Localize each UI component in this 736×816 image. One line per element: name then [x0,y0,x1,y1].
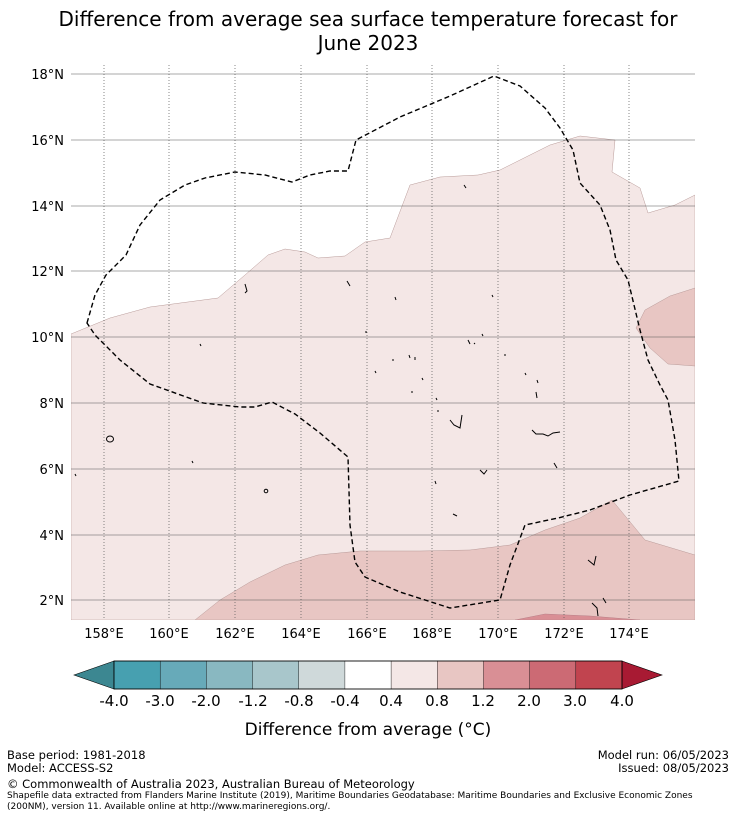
colorbar-cell [390,660,438,690]
source-line-1: Shapefile data extracted from Flanders M… [7,791,693,801]
lon-label: 170°E [478,627,518,642]
lon-label: 160°E [149,627,189,642]
lat-label: 10°N [31,331,64,346]
island [452,513,458,517]
colorbar-cell [159,660,207,690]
source-credit: Shapefile data extracted from Flanders M… [7,791,693,812]
colorbar-tick-label: 1.2 [471,692,495,710]
colorbar-cell [344,660,392,690]
lon-label: 166°E [347,627,387,642]
chart-title-line1: Difference from average sea surface temp… [58,7,678,31]
lon-label: 172°E [544,627,584,642]
colorbar-tick-label: -0.8 [284,692,313,710]
lat-label: 12°N [31,265,64,280]
lon-label: 174°E [609,627,649,642]
colorbar-tick-label: 2.0 [517,692,541,710]
island [591,597,607,617]
island [435,397,439,412]
island [408,354,424,381]
chart-title-line2: June 2023 [317,31,419,55]
lon-label: 158°E [84,627,124,642]
model-name: Model: ACCESS-S2 [7,761,114,775]
island [479,469,488,475]
island [587,555,597,566]
colorbar-label: Difference from average (°C) [245,720,492,740]
colorbar-under-arrow [73,660,115,690]
island [106,435,114,443]
latitude-gridlines [71,73,695,601]
base-period: Base period: 1981-2018 [7,748,146,762]
colorbar-tick-labels: -4.0 -3.0 -2.0 -1.2 -0.8 -0.4 0.4 0.8 1.… [99,692,634,710]
anomaly-field [71,135,695,620]
chart-title: Difference from average sea surface temp… [0,7,736,55]
eez-boundary [86,75,680,609]
colorbar-cell [575,660,623,690]
island [535,379,539,399]
model-run: Model run: 06/05/2023 [597,748,729,762]
colorbar-tick-label: 3.0 [563,692,587,710]
anomaly-region-1.2-2.0 [514,613,641,620]
footer-left: Base period: 1981-2018 Model: ACCESS-S2 [7,749,146,775]
source-line-2: (200NM), version 11. Available online at… [7,801,331,812]
colorbar-frame [113,660,623,690]
lon-label: 162°E [215,627,255,642]
colorbar-tick-label: -3.0 [145,692,174,710]
lon-label: 168°E [412,627,452,642]
anomaly-region-0.8-1.2-south [194,499,695,620]
colorbar-tick-label: 0.4 [379,692,403,710]
island [346,280,351,287]
lat-label: 6°N [40,463,65,478]
island [434,480,437,485]
colorbar-cell [529,660,577,690]
lat-label: 14°N [31,200,64,215]
colorbar-tick-label: -4.0 [99,692,128,710]
colorbar-tick-label: 4.0 [610,692,634,710]
island [263,488,269,494]
island [467,339,476,345]
anomaly-region-0.4-0.8 [71,135,695,620]
island [365,331,413,393]
island [531,429,561,437]
lat-label: 16°N [31,134,64,149]
island [449,414,463,429]
colorbar-cells [113,660,623,690]
lat-label: 18°N [31,68,64,83]
island [491,294,494,298]
lat-label: 8°N [40,397,65,412]
colorbar-cell [252,660,300,690]
colorbar-tick-label: -2.0 [191,692,220,710]
lon-label: 164°E [281,627,321,642]
island [553,462,558,469]
lat-label: 2°N [40,594,65,609]
issued-date: Issued: 08/05/2023 [618,761,729,775]
colorbar-cell [206,660,254,690]
footer-right: Model run: 06/05/2023 Issued: 08/05/2023 [598,749,729,775]
latitude-labels: 18°N 16°N 14°N 12°N 10°N 8°N 6°N 4°N 2°N [31,68,64,609]
colorbar-over-arrow [621,660,663,690]
lat-label: 4°N [40,529,65,544]
colorbar-tick-label: -1.2 [238,692,267,710]
island [74,343,202,477]
longitude-gridlines [103,65,630,620]
colorbar-cell [113,660,161,690]
islands [74,184,607,617]
colorbar-tick-label: 0.8 [425,692,449,710]
island [463,184,467,189]
island [481,333,527,376]
colorbar-cell [483,660,531,690]
island [394,296,397,301]
copyright: © Commonwealth of Australia 2023, Austra… [7,777,415,791]
colorbar-cell [437,660,484,690]
anomaly-region-0.8-1.2-east [635,287,695,367]
colorbar-cell [298,660,346,690]
colorbar: -4.0 -3.0 -2.0 -1.2 -0.8 -0.4 0.4 0.8 1.… [73,660,663,740]
island [244,283,248,294]
longitude-labels: 158°E 160°E 162°E 164°E 166°E 168°E 170°… [84,627,649,642]
colorbar-tick-label: -0.4 [330,692,359,710]
